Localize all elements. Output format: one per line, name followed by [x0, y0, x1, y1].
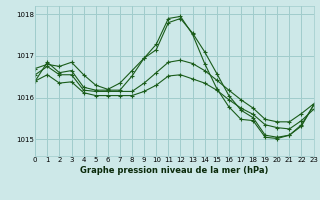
X-axis label: Graphe pression niveau de la mer (hPa): Graphe pression niveau de la mer (hPa)	[80, 166, 268, 175]
